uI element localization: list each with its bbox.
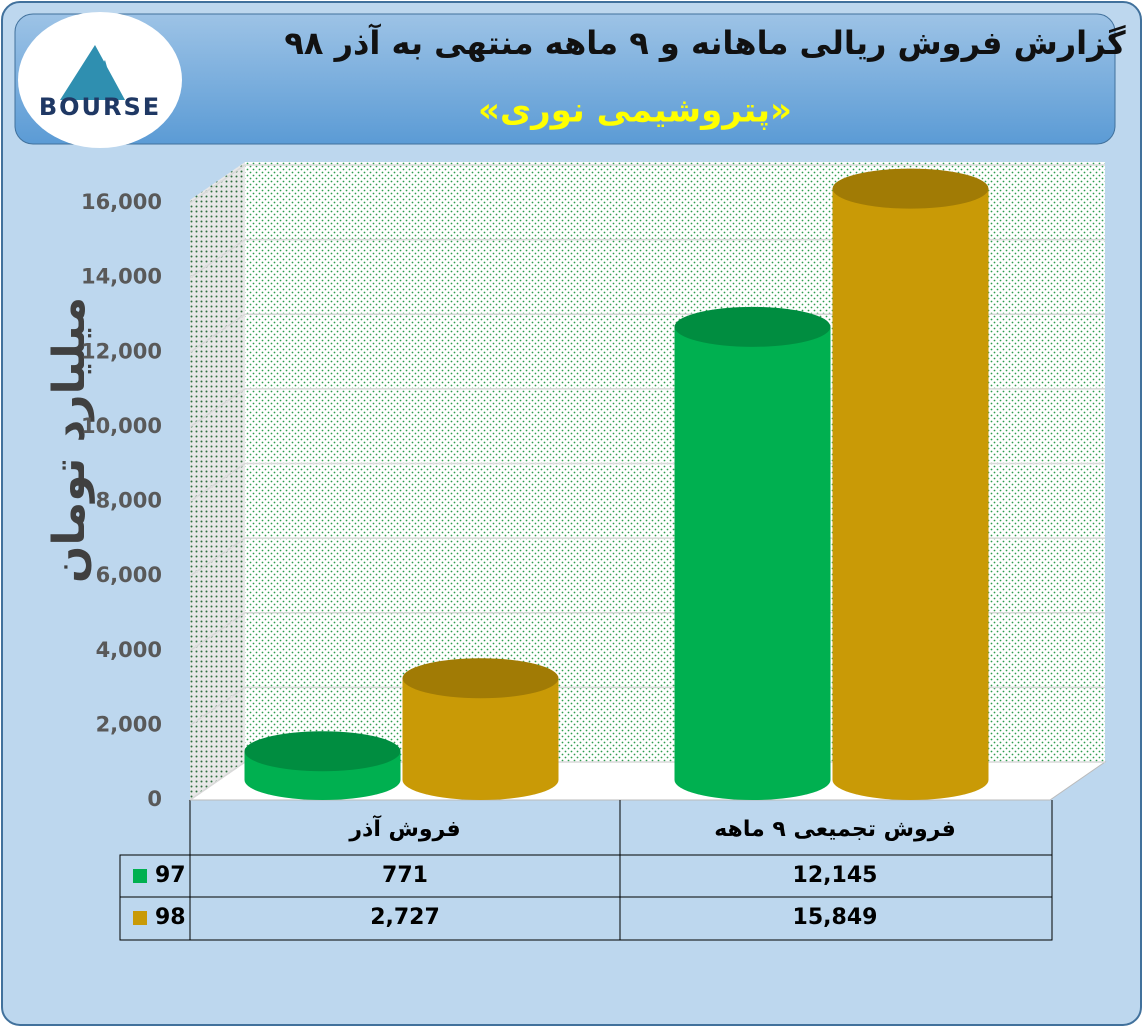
chart-title: گزارش فروش ریالی ماهانه و ۹ ماهه منتهی ب… bbox=[284, 23, 1126, 62]
legend-key bbox=[133, 869, 147, 883]
y-tick-label: 2,000 bbox=[96, 712, 162, 736]
grid-line bbox=[189, 612, 246, 652]
y-axis-label: میلیارد تومان bbox=[44, 297, 95, 583]
logo-text: BOURSE bbox=[39, 93, 161, 121]
cylinder-top bbox=[244, 731, 401, 772]
grid-line bbox=[189, 462, 246, 503]
x-tick-label: فروش آذر bbox=[348, 814, 460, 842]
table-value: 15,849 bbox=[793, 905, 878, 930]
grid-line bbox=[189, 537, 246, 577]
table-value: 12,145 bbox=[793, 863, 878, 888]
logo-icon bbox=[60, 45, 125, 100]
table-value: 2,727 bbox=[370, 905, 440, 930]
y-tick-label: 6,000 bbox=[96, 563, 162, 587]
y-tick-label: 12,000 bbox=[81, 339, 162, 363]
grid-line bbox=[189, 686, 246, 726]
data-table bbox=[119, 800, 1053, 941]
cylinder-body bbox=[832, 188, 989, 801]
legend-label: 97 bbox=[155, 863, 186, 888]
y-tick-label: 0 bbox=[147, 787, 162, 811]
cylinder-top bbox=[832, 168, 989, 209]
legend-label: 98 bbox=[155, 905, 186, 930]
y-tick-label: 4,000 bbox=[96, 638, 162, 662]
y-tick-label: 8,000 bbox=[96, 489, 162, 513]
y-tick-label: 10,000 bbox=[81, 414, 162, 438]
cylinder-top bbox=[402, 658, 559, 699]
grid-line bbox=[189, 313, 246, 353]
header bbox=[14, 13, 1116, 145]
cylinder-body bbox=[674, 326, 831, 800]
x-tick-label: فروش تجمیعی ۹ ماهه bbox=[714, 817, 956, 842]
chart-subtitle: «پتروشیمی نوری» bbox=[478, 91, 792, 131]
cylinder-top bbox=[674, 306, 831, 347]
side-wall bbox=[190, 162, 245, 800]
grid-line bbox=[189, 388, 246, 428]
y-tick-label: 16,000 bbox=[81, 190, 162, 214]
y-tick-label: 14,000 bbox=[81, 265, 162, 289]
grid-line bbox=[189, 761, 246, 801]
grid-line bbox=[189, 239, 246, 279]
cylinder-body bbox=[402, 678, 559, 800]
table-value: 771 bbox=[382, 863, 428, 888]
legend-key bbox=[133, 911, 147, 925]
grid-line bbox=[189, 164, 246, 204]
